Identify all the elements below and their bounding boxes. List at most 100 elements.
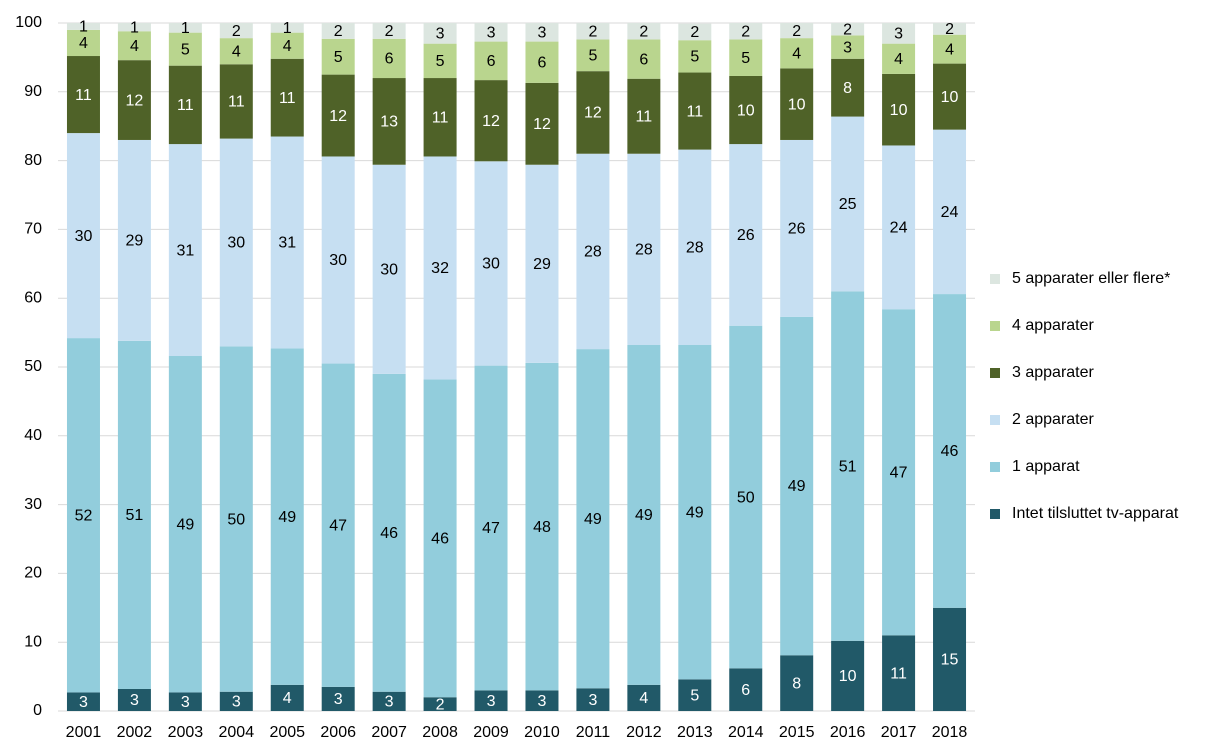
data-label: 4 xyxy=(79,35,88,52)
bar-segment xyxy=(372,78,406,165)
bar-segment xyxy=(933,607,967,711)
legend-label: 4 apparater xyxy=(1012,317,1094,334)
data-label: 46 xyxy=(941,443,959,460)
bar-segment xyxy=(780,139,814,317)
bar-segment xyxy=(474,690,508,711)
bar-segment xyxy=(678,72,712,150)
bar-segment xyxy=(219,38,253,65)
bar-segment xyxy=(219,23,253,39)
bar-segment xyxy=(780,68,814,140)
data-label: 26 xyxy=(788,221,806,238)
bar-segment xyxy=(219,138,253,347)
data-label: 6 xyxy=(538,54,547,71)
bar-segment xyxy=(66,29,100,57)
x-tick-label: 2004 xyxy=(219,724,255,741)
legend-swatch xyxy=(990,415,1000,425)
data-label: 10 xyxy=(941,89,959,106)
bar-segment xyxy=(423,23,457,44)
bar-segment xyxy=(66,338,100,693)
plot: 0102030405060708090100200135230114120023… xyxy=(15,14,975,741)
x-tick-label: 2016 xyxy=(830,724,866,741)
bar-segment xyxy=(831,116,865,292)
bar-segment xyxy=(627,684,661,711)
data-label: 4 xyxy=(945,41,954,58)
x-tick-label: 2005 xyxy=(269,724,305,741)
data-label: 8 xyxy=(792,675,801,692)
data-label: 6 xyxy=(741,682,750,699)
data-label: 47 xyxy=(482,520,500,537)
data-label: 3 xyxy=(843,39,852,56)
bar-segment xyxy=(372,373,406,692)
bar-segment xyxy=(117,688,151,711)
legend-swatch xyxy=(990,509,1000,519)
bar-segment xyxy=(576,39,610,72)
legend-label: 5 apparater eller flere* xyxy=(1012,270,1171,287)
data-label: 48 xyxy=(533,519,551,536)
bar-segment xyxy=(270,58,304,137)
bar-segment xyxy=(168,32,202,66)
data-label: 1 xyxy=(79,19,88,36)
data-label: 2 xyxy=(792,23,801,40)
data-label: 30 xyxy=(75,228,93,245)
x-tick-label: 2008 xyxy=(422,724,458,741)
data-label: 11 xyxy=(228,94,245,111)
data-label: 30 xyxy=(329,252,347,269)
data-label: 32 xyxy=(431,260,449,277)
data-label: 29 xyxy=(126,233,144,250)
legend-item: 1 apparat xyxy=(990,456,1200,503)
bar-segment xyxy=(321,363,355,687)
data-label: 25 xyxy=(839,196,857,213)
bar-segment xyxy=(627,344,661,685)
data-label: 30 xyxy=(380,262,398,279)
data-label: 4 xyxy=(894,51,903,68)
bar-segment xyxy=(576,153,610,350)
bar-segment xyxy=(66,692,100,711)
bar-segment xyxy=(525,23,559,42)
legend-label: Intet tilsluttet tv-apparat xyxy=(1012,505,1179,522)
data-label: 10 xyxy=(788,96,806,113)
x-tick-label: 2011 xyxy=(576,724,611,741)
bar-segment xyxy=(576,688,610,711)
bar-segment xyxy=(372,38,406,79)
bar-segment xyxy=(219,691,253,711)
data-label: 28 xyxy=(686,240,704,257)
bar-segment xyxy=(882,309,916,636)
data-label: 31 xyxy=(176,242,194,259)
data-label: 2 xyxy=(232,23,241,40)
x-tick-label: 2007 xyxy=(371,724,407,741)
data-label: 2 xyxy=(436,696,445,713)
data-label: 2 xyxy=(385,23,394,40)
bar-segment xyxy=(882,635,916,711)
legend-label: 2 apparater xyxy=(1012,411,1094,428)
bar-segment xyxy=(168,355,202,693)
bar-segment xyxy=(627,153,661,345)
bar-segment xyxy=(831,291,865,641)
data-label: 3 xyxy=(385,694,394,711)
data-label: 4 xyxy=(792,45,801,62)
bar-segment xyxy=(474,23,508,42)
legend-item: 5 apparater eller flere* xyxy=(990,268,1200,315)
bar-segment xyxy=(729,23,763,40)
data-label: 12 xyxy=(482,113,500,130)
data-label: 4 xyxy=(283,690,292,707)
y-tick-label: 100 xyxy=(15,14,42,31)
bar-segment xyxy=(168,23,202,33)
bar-segment xyxy=(933,294,967,608)
y-tick-label: 30 xyxy=(24,496,42,513)
bar-segment xyxy=(474,80,508,162)
legend-item: 3 apparater xyxy=(990,362,1200,409)
data-label: 49 xyxy=(635,507,653,524)
bar-segment xyxy=(882,145,916,310)
x-tick-label: 2017 xyxy=(881,724,917,741)
bar-segment xyxy=(525,41,559,83)
bar-segment xyxy=(66,56,100,134)
data-label: 3 xyxy=(130,692,139,709)
bar-segment xyxy=(933,63,967,130)
data-label: 2 xyxy=(690,24,699,41)
data-label: 50 xyxy=(737,489,755,506)
data-label: 49 xyxy=(584,511,602,528)
bar-segment xyxy=(627,39,661,79)
data-label: 3 xyxy=(538,693,547,710)
bar-segment xyxy=(933,34,967,64)
data-label: 3 xyxy=(334,691,343,708)
